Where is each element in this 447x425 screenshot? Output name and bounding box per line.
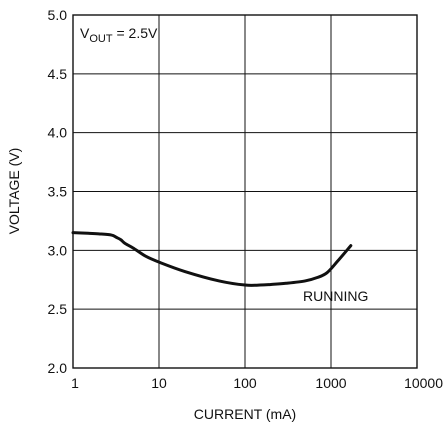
y-tick-label: 2.0 <box>48 360 68 376</box>
x-tick-label: 1000 <box>315 375 346 391</box>
plot-frame <box>72 14 418 369</box>
series-label-running: RUNNING <box>303 288 368 304</box>
condition-label-rest: = 2.5V <box>113 25 158 41</box>
y-tick-labels: 2.0 2.5 3.0 3.5 4.0 4.5 5.0 <box>48 7 68 376</box>
y-tick-label: 4.5 <box>48 66 68 82</box>
series-line-running <box>71 231 353 287</box>
condition-label: VOUT = 2.5V <box>80 25 158 45</box>
grid-lines <box>72 14 418 369</box>
y-tick-label: 5.0 <box>48 7 68 23</box>
x-tick-label: 10 <box>151 375 167 391</box>
y-tick-label: 3.5 <box>48 184 68 200</box>
condition-label-base: V <box>80 25 90 41</box>
y-tick-label: 2.5 <box>48 301 68 317</box>
x-tick-labels: 1 10 100 1000 10000 <box>71 375 443 391</box>
x-tick-label: 100 <box>233 375 257 391</box>
x-tick-label: 1 <box>71 375 79 391</box>
x-tick-label: 10000 <box>404 375 443 391</box>
y-axis-label: VOLTAGE (V) <box>6 148 22 235</box>
condition-label-sub: OUT <box>89 33 113 45</box>
y-tick-label: 4.0 <box>48 125 68 141</box>
x-axis-label: CURRENT (mA) <box>194 406 296 422</box>
y-tick-label: 3.0 <box>48 242 68 258</box>
